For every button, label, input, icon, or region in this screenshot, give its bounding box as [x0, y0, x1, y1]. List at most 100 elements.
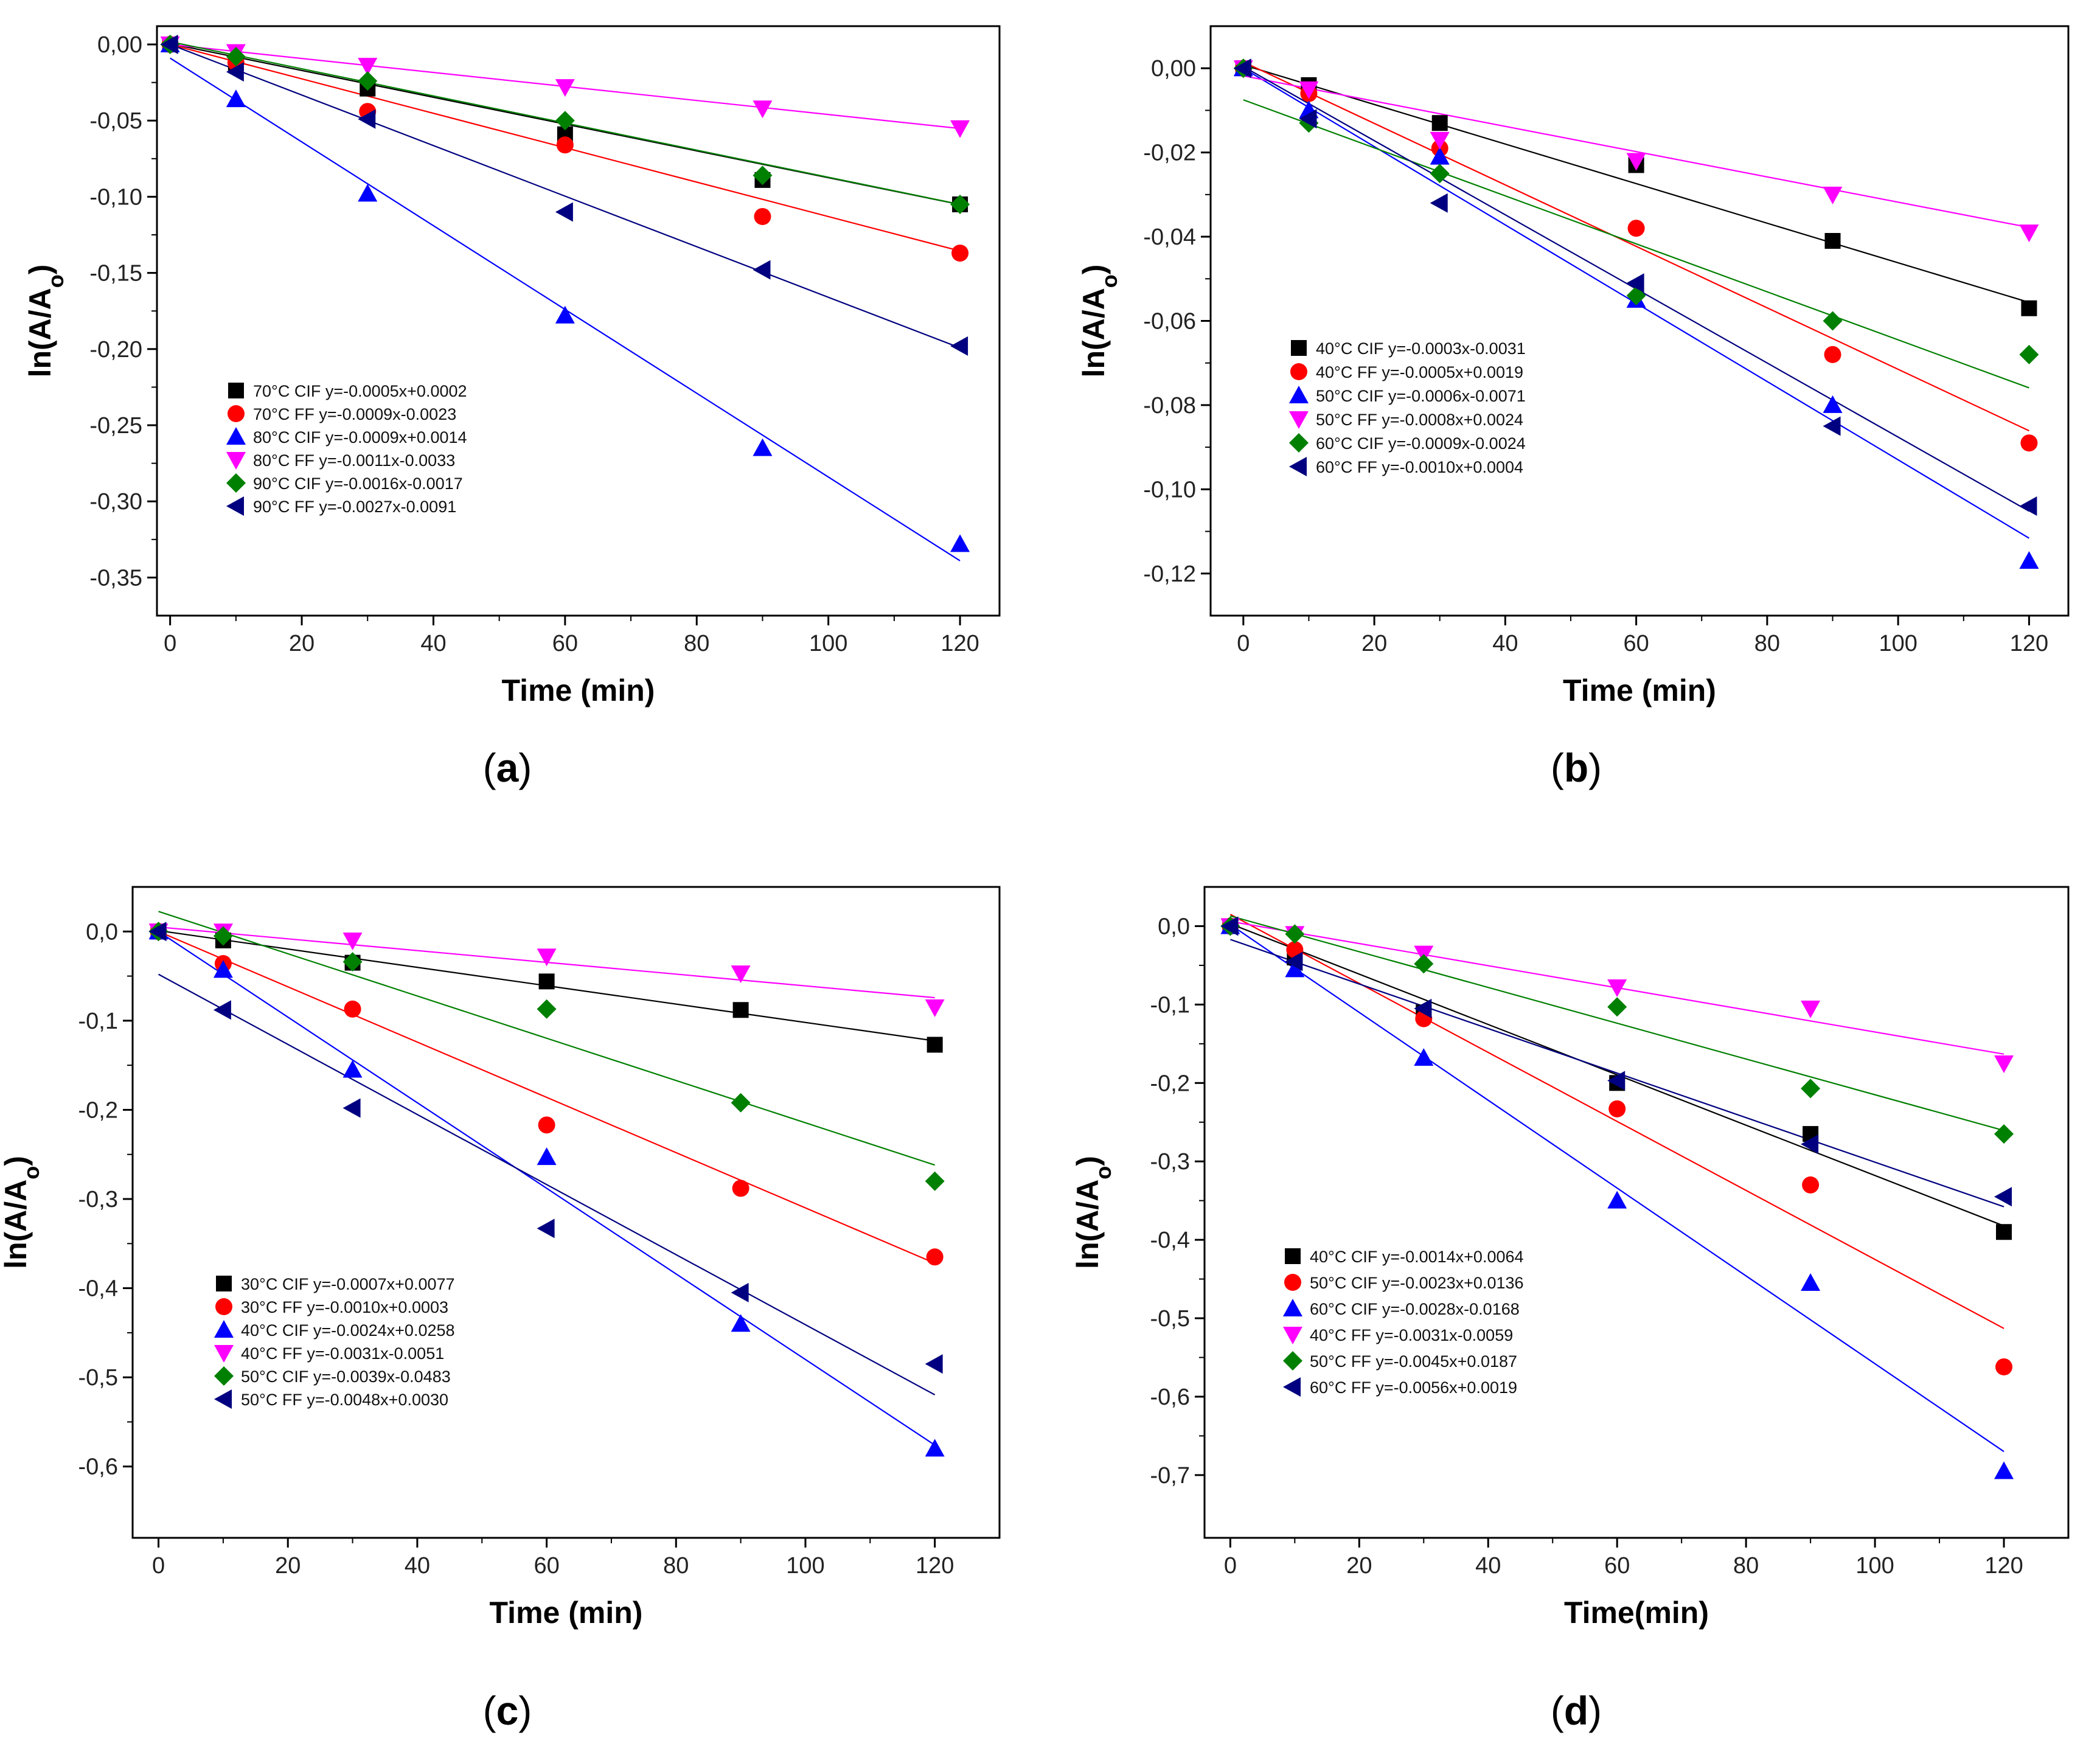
data-point — [732, 1180, 749, 1197]
y-tick-label: -0,6 — [78, 1454, 118, 1480]
y-tick-label: -0,3 — [78, 1187, 118, 1212]
legend-marker — [228, 405, 245, 422]
legend-marker — [214, 1320, 234, 1338]
legend-marker — [214, 1389, 232, 1409]
x-axis-label: Time (min) — [1563, 673, 1716, 707]
data-point — [537, 948, 557, 967]
data-point — [754, 207, 771, 225]
legend-entry: 60°C CIF y=-0.0009x-0.0024 — [1316, 434, 1526, 453]
legend-entry: 70°C FF y=-0.0009x-0.0023 — [253, 405, 456, 423]
panel-caption: (a) — [483, 745, 532, 790]
legend-entry: 70°C CIF y=-0.0005x+0.0002 — [253, 382, 467, 400]
legend-marker — [1289, 386, 1309, 403]
fit-line — [1230, 939, 2004, 1208]
data-point — [1414, 998, 1432, 1018]
y-tick-label: -0,5 — [1150, 1306, 1190, 1332]
data-point — [1801, 1273, 1821, 1291]
data-point — [1823, 416, 1841, 436]
data-point — [226, 62, 244, 82]
x-tick-label: 120 — [940, 631, 979, 656]
data-point — [2019, 496, 2037, 516]
data-point — [926, 1248, 944, 1266]
y-tick-label: 0,00 — [1151, 56, 1196, 82]
y-tick-label: -0,10 — [89, 184, 142, 210]
y-axis-label-close: ) — [0, 1156, 33, 1166]
fit-line — [158, 973, 936, 1395]
legend-marker — [215, 1298, 232, 1315]
legend-entry: 40°C CIF y=-0.0003x-0.0031 — [1316, 339, 1526, 358]
y-tick-label: -0,15 — [89, 261, 142, 287]
data-point — [1824, 232, 1841, 249]
x-tick-label: 80 — [1733, 1553, 1759, 1579]
plot-frame — [131, 886, 1001, 1539]
legend-marker — [228, 383, 244, 398]
y-tick-label: -0,30 — [89, 489, 142, 515]
data-point — [1220, 916, 1239, 936]
data-point — [160, 35, 178, 55]
y-axis-label-subscript: o — [1091, 1166, 1116, 1180]
y-tick-label: -0,2 — [1150, 1071, 1190, 1096]
legend-marker — [226, 473, 246, 493]
y-tick-label: -0,1 — [1150, 992, 1190, 1018]
y-axis-label: ln(A/Ao) — [0, 1156, 44, 1269]
data-point — [1299, 81, 1319, 99]
y-tick-label: 0,0 — [1158, 914, 1190, 939]
legend-entry: 50°C FF y=-0.0008x+0.0024 — [1316, 411, 1523, 429]
fit-line — [1229, 923, 2004, 1227]
y-tick-label: 0,0 — [86, 919, 118, 945]
data-point — [1608, 1100, 1626, 1117]
panel-caption: (d) — [1551, 1688, 1602, 1733]
fit-line — [158, 931, 936, 1446]
x-tick-label: 100 — [786, 1553, 824, 1579]
data-point — [2020, 434, 2038, 452]
legend-entry: 40°C CIF y=-0.0014x+0.0064 — [1310, 1248, 1524, 1266]
legend-marker — [1290, 363, 1307, 380]
data-point — [213, 960, 233, 978]
x-tick-label: 120 — [1984, 1553, 2023, 1579]
data-point — [925, 999, 945, 1017]
y-axis-label: ln(A/Ao) — [1071, 1156, 1116, 1269]
x-tick-label: 0 — [1224, 1553, 1237, 1579]
legend-marker — [216, 1276, 232, 1291]
legend-marker — [226, 496, 244, 516]
plot-frame — [1203, 886, 2070, 1539]
data-point — [1995, 1358, 2013, 1375]
y-axis-label-subscript: o — [1097, 274, 1122, 288]
data-point — [753, 165, 773, 186]
data-point — [342, 1060, 363, 1078]
fit-line — [170, 44, 961, 349]
data-point — [731, 1093, 751, 1113]
y-axis-label-main: ln(A/A — [23, 288, 57, 377]
y-tick-label: -0,4 — [78, 1276, 118, 1302]
legend-entry: 60°C FF y=-0.0010x+0.0004 — [1316, 458, 1523, 476]
legend-entry: 40°C FF y=-0.0031x-0.0059 — [1310, 1326, 1513, 1344]
legend-marker — [226, 427, 246, 445]
x-tick-label: 20 — [1346, 1553, 1372, 1579]
x-tick-label: 100 — [1855, 1553, 1894, 1579]
data-point — [1824, 346, 1841, 363]
data-point — [2019, 224, 2039, 243]
x-tick-label: 80 — [684, 631, 709, 656]
data-point — [226, 47, 246, 67]
data-point — [555, 111, 575, 131]
panel-c: 0 20 40 60 80 100 120 0,0 -0,1 -0,2 -0,3 -0,4 -0,5 -0… — [0, 886, 1001, 1733]
data-point — [1299, 109, 1317, 129]
data-point — [537, 1218, 555, 1239]
x-tick-label: 80 — [663, 1553, 689, 1579]
legend-entry: 90°C FF y=-0.0027x-0.0091 — [253, 498, 456, 516]
data-point — [556, 136, 574, 154]
y-tick-label: -0,1 — [78, 1009, 118, 1034]
data-point — [1626, 273, 1644, 293]
x-axis-label: Time(min) — [1564, 1596, 1709, 1630]
data-point — [538, 973, 555, 990]
panel-caption: (b) — [1551, 745, 1602, 790]
legend-entry: 90°C CIF y=-0.0016x-0.0017 — [253, 474, 463, 493]
legend-marker — [1284, 1274, 1301, 1291]
data-point — [1801, 1000, 1821, 1018]
legend-entry: 50°C CIF y=-0.0039x-0.0483 — [241, 1368, 451, 1386]
y-axis-label-main: ln(A/A — [1071, 1180, 1105, 1269]
fit-line — [1243, 99, 2029, 389]
data-point — [925, 1354, 943, 1374]
data-point — [342, 952, 363, 972]
x-tick-label: 100 — [809, 631, 847, 656]
